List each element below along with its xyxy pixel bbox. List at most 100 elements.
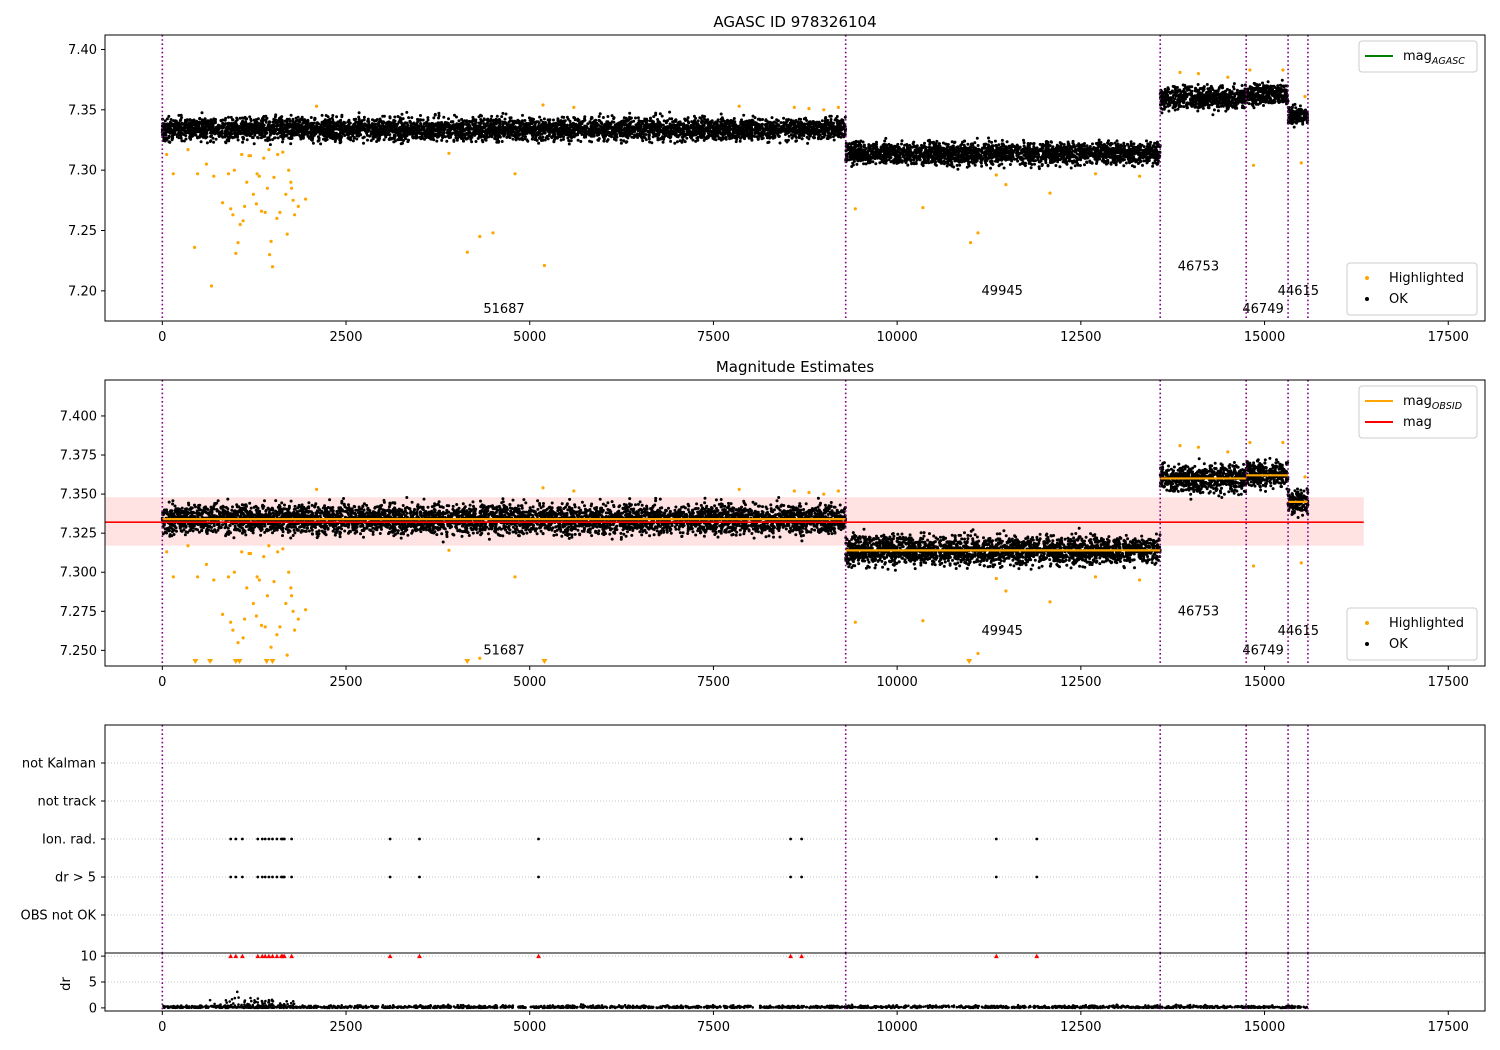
ok-point <box>223 135 227 139</box>
ok-point <box>196 127 200 131</box>
ok-point <box>497 140 500 144</box>
ok-point <box>276 136 280 140</box>
ok-point <box>425 120 429 124</box>
ok-point <box>619 138 623 142</box>
ok-point <box>649 127 652 131</box>
ok-point <box>421 131 425 135</box>
ok-point <box>740 133 744 137</box>
ok-point <box>839 135 843 139</box>
ok-point <box>552 122 555 126</box>
ok-point <box>201 129 204 133</box>
ok-point <box>783 133 787 136</box>
ok-point <box>625 140 629 144</box>
ok-point <box>838 123 842 127</box>
ok-point <box>722 136 726 140</box>
ok-point <box>352 136 356 140</box>
ok-point <box>797 125 801 129</box>
ok-point <box>496 137 500 141</box>
ok-point <box>836 120 840 124</box>
ok-point <box>281 137 285 141</box>
ok-point <box>405 121 409 125</box>
ok-point <box>167 114 171 118</box>
ok-point <box>459 131 463 135</box>
ok-point <box>495 114 499 118</box>
ok-point <box>266 124 270 128</box>
ok-point <box>594 121 598 125</box>
ok-point <box>320 113 324 117</box>
ok-point <box>535 120 538 124</box>
ok-point <box>470 140 474 144</box>
ok-point <box>738 139 742 143</box>
ok-point <box>313 131 317 135</box>
ok-point <box>765 120 769 123</box>
ok-point <box>449 120 453 124</box>
ok-point <box>658 112 662 116</box>
ok-point <box>583 115 587 119</box>
ok-point <box>285 124 289 128</box>
ok-point <box>279 123 283 127</box>
ok-point <box>325 132 329 136</box>
ok-point <box>771 132 775 136</box>
ok-point <box>182 139 186 143</box>
ok-point <box>377 120 381 124</box>
ok-point <box>397 127 401 131</box>
ok-point <box>184 137 188 141</box>
ok-point <box>334 137 338 141</box>
ok-point <box>820 119 824 123</box>
ok-point <box>238 126 242 130</box>
ok-point <box>644 133 648 136</box>
ok-point <box>294 116 298 120</box>
ok-point <box>552 118 555 122</box>
panel-1-title: AGASC ID 978326104 <box>713 13 876 31</box>
ok-point <box>506 134 510 138</box>
ok-point <box>731 128 735 132</box>
ok-point <box>251 136 255 140</box>
ok-point <box>686 120 690 124</box>
ok-point <box>477 135 481 139</box>
ok-point <box>501 111 505 115</box>
ok-point <box>310 138 313 142</box>
ok-point <box>746 134 750 138</box>
ok-point <box>471 118 475 122</box>
ok-point <box>485 118 489 122</box>
ok-point <box>224 141 228 145</box>
ok-point <box>387 137 391 141</box>
ok-point <box>599 125 603 128</box>
ok-point <box>355 134 359 138</box>
ok-point <box>606 115 610 118</box>
ok-point <box>755 125 759 129</box>
ok-point <box>326 135 330 139</box>
ok-point <box>608 134 611 138</box>
ok-point <box>268 143 272 147</box>
ok-point <box>580 127 584 131</box>
ok-point <box>242 136 245 140</box>
ok-point <box>261 118 265 122</box>
ok-point <box>627 131 631 135</box>
ok-point <box>630 135 634 139</box>
ok-point <box>343 121 347 125</box>
ok-point <box>602 124 606 128</box>
ok-point <box>366 138 369 142</box>
ok-point <box>758 131 762 135</box>
ok-point <box>597 133 601 137</box>
ok-point <box>205 141 209 145</box>
ok-point <box>732 117 736 120</box>
ok-point <box>421 118 425 122</box>
ok-point <box>482 122 486 126</box>
ok-point <box>169 128 173 132</box>
ok-point <box>445 139 449 143</box>
ok-point <box>321 126 324 130</box>
ok-point <box>804 116 808 120</box>
ok-point <box>380 121 384 125</box>
ok-point <box>766 141 770 145</box>
panel-2-title: Magnitude Estimates <box>716 358 874 376</box>
ok-point <box>784 120 788 124</box>
ok-point <box>490 114 494 118</box>
ok-point <box>552 138 556 142</box>
ok-point <box>694 116 698 120</box>
ok-point <box>430 130 433 134</box>
ok-point <box>361 127 365 130</box>
ok-point <box>368 134 372 138</box>
ok-point <box>683 117 687 121</box>
